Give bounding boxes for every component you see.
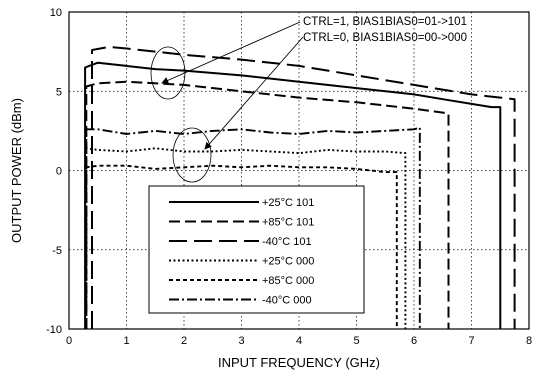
y-axis-label: OUTPUT POWER (dBm) <box>9 98 24 243</box>
legend-label: +85°C 101 <box>262 217 314 229</box>
legend: +25°C 101 +85°C 101 -40°C 101 +25°C 000 +85°… <box>148 185 365 314</box>
plot-frame <box>68 11 530 330</box>
x-tick-label: 5 <box>353 335 359 347</box>
x-tick-label: 6 <box>411 335 417 347</box>
axis-ticks: 0 1 2 3 4 5 6 7 8 10 5 0 -5 -10 <box>46 7 532 347</box>
annotation-arrow-000 <box>204 36 304 150</box>
legend-label: +25°C 101 <box>262 197 314 209</box>
annotations: CTRL=1, BIAS1BIAS0=01->101 CTRL=0, BIAS1… <box>150 16 467 183</box>
x-tick-label: 4 <box>296 335 302 347</box>
legend-label: +25°C 000 <box>262 256 314 268</box>
legend-label: +85°C 000 <box>262 275 314 287</box>
series-line-2 <box>85 80 450 329</box>
series-line-3 <box>91 45 516 329</box>
series-layer <box>84 45 516 329</box>
y-tick-label: 10 <box>50 7 62 19</box>
x-tick-label: 3 <box>238 335 244 347</box>
annotation-arrow-101 <box>161 21 301 84</box>
x-tick-label: 1 <box>123 335 129 347</box>
y-tick-label: 5 <box>56 86 62 98</box>
x-tick-label: 2 <box>181 335 187 347</box>
legend-label: -40°C 101 <box>262 236 312 248</box>
y-tick-label: -5 <box>52 245 62 257</box>
y-tick-label: 0 <box>56 166 62 178</box>
x-axis-label: INPUT FREQUENCY (GHz) <box>218 355 380 370</box>
annotation-text-101: CTRL=1, BIAS1BIAS0=01->101 <box>303 16 467 28</box>
legend-label: -40°C 000 <box>262 295 312 307</box>
x-tick-label: 7 <box>468 335 474 347</box>
x-tick-label: 0 <box>66 335 72 347</box>
legend-box <box>148 185 365 314</box>
annotation-ellipse-101 <box>150 46 186 100</box>
annotation-text-000: CTRL=0, BIAS1BIAS0=00->000 <box>303 32 467 44</box>
series-line-6 <box>85 126 421 329</box>
series-line-1 <box>84 61 502 329</box>
series-line-5 <box>85 164 398 329</box>
annotation-ellipse-000 <box>172 127 212 183</box>
x-tick-label: 8 <box>526 335 532 347</box>
y-tick-label: -10 <box>46 324 62 336</box>
